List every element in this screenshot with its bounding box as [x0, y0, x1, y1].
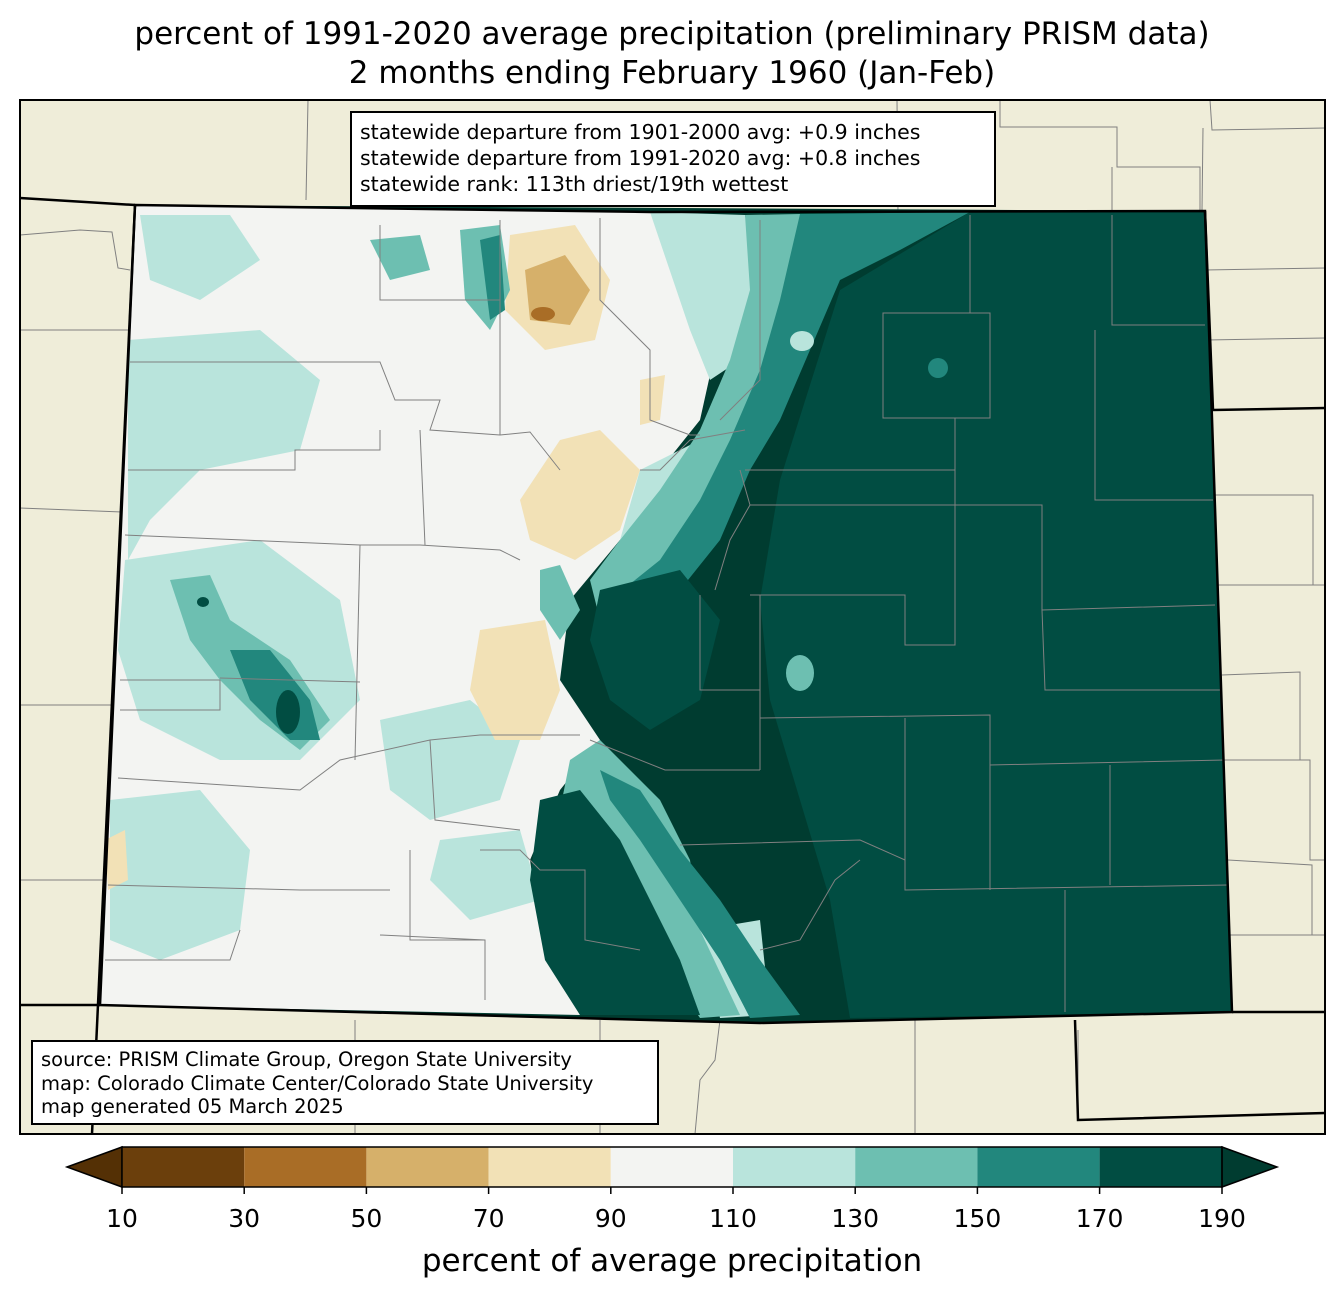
colorbar-bin-90-110	[610, 1147, 733, 1187]
colorbar-bin-30-50	[244, 1147, 367, 1187]
colorbar-tick-label: 170	[1075, 1204, 1124, 1233]
map-frame-border	[19, 99, 1326, 1135]
colorbar	[64, 1145, 1280, 1194]
state-borders	[19, 196, 1326, 1135]
colorbar-tick-label: 10	[106, 1204, 138, 1233]
region-small-spots	[197, 331, 948, 734]
colorbar-tick-label: 150	[953, 1204, 1002, 1233]
colorbar-tick-label: 70	[472, 1204, 505, 1233]
colorbar-outline	[121, 1146, 1223, 1188]
colorbar-label: percent of average precipitation	[421, 1243, 923, 1279]
colorbar-tick-label: 90	[594, 1204, 627, 1233]
source-box: source: PRISM Climate Group, Oregon Stat…	[31, 1040, 659, 1125]
map-credit: map: Colorado Climate Center/Colorado St…	[41, 1071, 594, 1095]
colorbar-tick-label: 130	[831, 1204, 880, 1233]
source-credit: source: PRISM Climate Group, Oregon Stat…	[41, 1048, 572, 1071]
stats-departure-1991-2020: statewide departure from 1991-2020 avg: …	[360, 146, 921, 170]
statewide-stats-box: statewide departure from 1901-2000 avg: …	[350, 111, 996, 207]
colorbar-bin-170-190	[1099, 1147, 1222, 1187]
colorbar-bin-130-150	[855, 1147, 978, 1187]
colorbar-bin-110-130	[733, 1147, 856, 1187]
region-170-190	[530, 211, 1232, 1018]
colorado-county-lines	[105, 215, 1229, 1012]
colorbar-tick-marks	[121, 1187, 1223, 1194]
stats-rank: statewide rank: 113th driest/19th wettes…	[360, 172, 789, 196]
map-subtitle: 2 months ending February 1960 (Jan-Feb)	[348, 55, 996, 91]
colorbar-bin-70-90	[488, 1147, 611, 1187]
colorbar-tick-label: 110	[709, 1204, 757, 1233]
stats-departure-1901-2000: statewide departure from 1901-2000 avg: …	[360, 120, 921, 144]
colorbar-under-arrow	[64, 1145, 123, 1189]
colorbar-over-arrow	[1221, 1145, 1280, 1189]
colorbar-tick-label: 50	[350, 1204, 383, 1233]
colorbar-tick-label: 190	[1198, 1204, 1246, 1233]
map-title: percent of 1991-2020 average precipitati…	[134, 16, 1210, 52]
colorbar-bin-50-70	[366, 1147, 489, 1187]
map-generated-date: map generated 05 March 2025	[41, 1095, 344, 1118]
colorbar-bin-10-30	[122, 1147, 245, 1187]
colorbar-tick-label: 30	[228, 1204, 261, 1233]
colorbar-bin-150-170	[977, 1147, 1100, 1187]
region-30-50	[531, 307, 555, 321]
